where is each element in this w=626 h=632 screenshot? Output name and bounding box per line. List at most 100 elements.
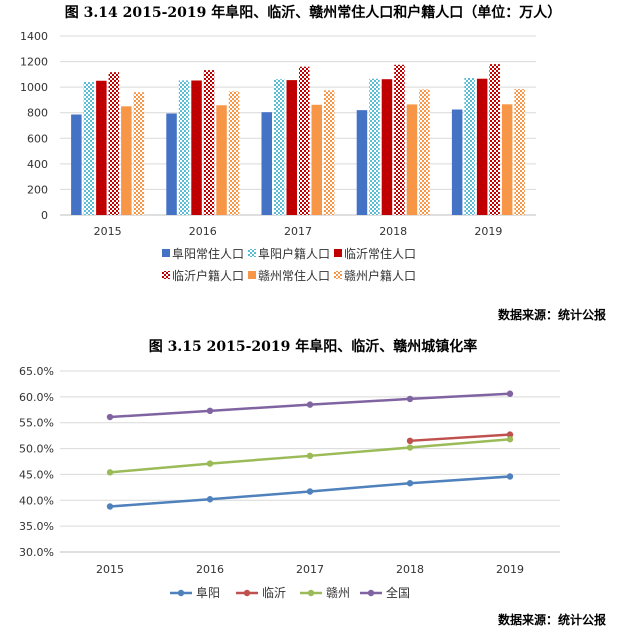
bar-chart-title: 图 3.14 2015-2019 年阜阳、临沂、赣州常住人口和户籍人口（单位：万…	[64, 5, 562, 21]
legend-swatch	[334, 271, 342, 279]
legend-label: 阜阳户籍人口	[258, 246, 330, 261]
bar	[356, 110, 368, 215]
data-point	[506, 390, 514, 397]
bar-chart-source: 数据来源：统计公报	[497, 308, 606, 322]
x-tick-label: 2018	[396, 563, 424, 576]
x-tick-label: 2015	[94, 225, 122, 238]
data-point	[506, 473, 514, 480]
bar	[121, 106, 132, 215]
x-tick-label: 2017	[284, 225, 312, 238]
y-tick-label: 200	[27, 183, 48, 196]
legend-swatch	[162, 249, 170, 257]
bar	[419, 89, 430, 215]
x-tick-label: 2016	[189, 225, 217, 238]
line-chart-source: 数据来源：统计公报	[497, 613, 606, 627]
bar	[286, 80, 297, 215]
x-tick-label: 2017	[296, 563, 324, 576]
x-tick-label: 2015	[96, 563, 124, 576]
data-point	[406, 395, 414, 403]
legend-swatch	[248, 249, 256, 257]
line-chart-title: 图 3.15 2015-2019 年阜阳、临沂、赣州城镇化率	[148, 339, 478, 355]
bar	[394, 64, 405, 215]
legend-swatch	[248, 271, 256, 279]
data-point	[106, 469, 114, 476]
series-line	[409, 433, 511, 443]
bar	[451, 109, 463, 215]
legend-label: 临沂户籍人口	[172, 268, 244, 283]
bar	[476, 78, 488, 215]
y-tick-label: 45.0%	[19, 468, 54, 481]
data-point	[506, 436, 514, 443]
data-point	[206, 407, 214, 415]
bar	[501, 104, 513, 215]
legend-label: 赣州	[326, 586, 350, 600]
legend-marker	[243, 589, 251, 597]
x-tick-label: 2019	[496, 563, 524, 576]
bar	[71, 114, 82, 215]
bar	[381, 79, 393, 215]
data-point	[306, 488, 314, 495]
legend-label: 临沂常住人口	[344, 247, 416, 261]
data-point	[506, 431, 514, 438]
y-tick-label: 35.0%	[19, 520, 54, 533]
legend-swatch	[334, 249, 342, 257]
y-tick-label: 40.0%	[19, 494, 54, 507]
legend-label: 赣州常住人口	[258, 269, 330, 283]
data-point	[206, 496, 214, 503]
legend-marker	[307, 589, 315, 597]
data-point	[406, 480, 414, 487]
data-point	[106, 413, 114, 421]
y-tick-label: 30.0%	[19, 546, 54, 559]
y-tick-label: 1000	[20, 81, 48, 94]
population-bar-chart: 0 200 400 600 800 1000 1200 1400 2015 2016 2017 201…	[20, 30, 536, 283]
x-tick-label: 2016	[196, 563, 224, 576]
bar	[228, 91, 240, 215]
y-tick-label: 65.0%	[19, 365, 54, 378]
legend-label: 赣州户籍人口	[344, 268, 416, 283]
bar	[96, 80, 107, 215]
bar	[108, 72, 120, 216]
y-tick-label: 600	[27, 132, 48, 145]
legend-label: 阜阳	[196, 586, 220, 600]
legend-marker	[367, 589, 375, 597]
legend-swatch	[162, 271, 170, 279]
y-tick-label: 800	[27, 107, 48, 120]
data-point	[306, 401, 314, 408]
bar	[203, 70, 215, 216]
data-point	[106, 503, 114, 510]
x-tick-label: 2019	[474, 225, 502, 238]
bar	[261, 112, 272, 215]
bar	[406, 104, 418, 215]
y-tick-label: 1200	[20, 56, 48, 69]
bar	[324, 90, 335, 215]
urbanization-line-chart: 30.0% 35.0% 40.0% 45.0% 50.0% 55.0% 60.0% 65.0%…	[19, 365, 560, 600]
data-point	[406, 437, 414, 445]
bar	[133, 92, 145, 215]
bar	[166, 113, 177, 215]
bar	[178, 80, 190, 215]
legend-label: 阜阳常住人口	[172, 247, 244, 261]
data-point	[206, 460, 214, 467]
bar	[299, 66, 310, 215]
bar	[489, 64, 500, 215]
y-tick-label: 60.0%	[19, 391, 54, 404]
y-tick-label: 0	[41, 209, 48, 222]
bar	[464, 77, 475, 216]
bar	[83, 82, 95, 216]
y-tick-label: 400	[27, 158, 48, 171]
bar	[514, 89, 525, 215]
bar	[311, 104, 322, 215]
data-point	[406, 444, 414, 451]
x-tick-label: 2018	[379, 225, 407, 238]
y-tick-label: 50.0%	[19, 443, 54, 456]
bar	[274, 79, 285, 215]
data-point	[306, 452, 314, 460]
bar	[369, 78, 380, 215]
bar	[191, 80, 202, 215]
legend-marker	[177, 589, 185, 597]
y-tick-label: 1400	[20, 30, 48, 43]
y-tick-label: 55.0%	[19, 417, 54, 430]
legend-label: 全国	[386, 585, 410, 600]
bar	[216, 105, 227, 215]
legend-label: 临沂	[262, 586, 286, 600]
